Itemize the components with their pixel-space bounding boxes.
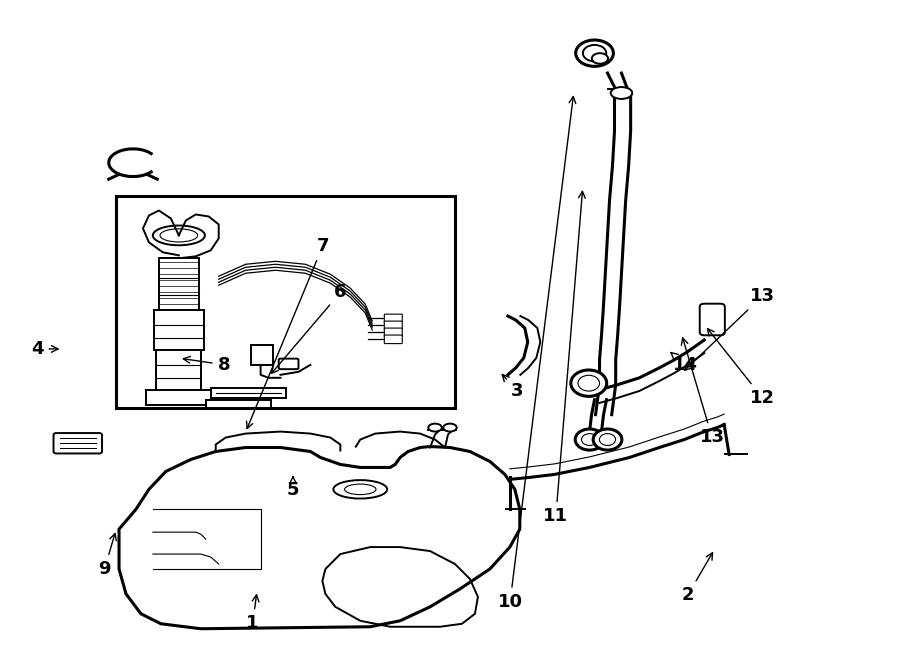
Text: 6: 6 <box>272 284 346 373</box>
FancyBboxPatch shape <box>699 303 725 335</box>
Text: 7: 7 <box>247 237 328 428</box>
Text: 5: 5 <box>287 477 299 499</box>
Ellipse shape <box>576 40 614 66</box>
Circle shape <box>578 375 599 391</box>
Ellipse shape <box>428 424 442 432</box>
Ellipse shape <box>592 53 608 63</box>
Text: 2: 2 <box>681 553 713 604</box>
PathPatch shape <box>159 258 199 310</box>
PathPatch shape <box>146 390 211 405</box>
PathPatch shape <box>119 447 520 629</box>
Circle shape <box>599 434 616 446</box>
Circle shape <box>581 434 598 446</box>
FancyBboxPatch shape <box>384 335 402 344</box>
Text: 3: 3 <box>502 375 524 400</box>
Ellipse shape <box>160 229 198 242</box>
PathPatch shape <box>156 350 201 390</box>
Text: 13: 13 <box>685 288 775 370</box>
Bar <box>116 196 455 408</box>
Text: 11: 11 <box>544 191 585 525</box>
PathPatch shape <box>250 345 273 365</box>
Ellipse shape <box>153 225 205 245</box>
PathPatch shape <box>154 310 203 350</box>
Text: 10: 10 <box>498 97 576 611</box>
Text: 14: 14 <box>670 352 698 373</box>
FancyBboxPatch shape <box>279 359 299 369</box>
Ellipse shape <box>611 87 632 99</box>
Text: 8: 8 <box>184 356 230 373</box>
Text: 4: 4 <box>31 340 58 358</box>
PathPatch shape <box>211 388 285 398</box>
Circle shape <box>575 429 604 450</box>
PathPatch shape <box>206 400 271 408</box>
Text: 12: 12 <box>707 329 775 407</box>
Text: 13: 13 <box>681 338 724 446</box>
Circle shape <box>571 370 607 397</box>
Ellipse shape <box>583 45 607 61</box>
Text: 9: 9 <box>98 533 116 578</box>
Circle shape <box>593 429 622 450</box>
Text: 1: 1 <box>247 595 259 633</box>
Ellipse shape <box>345 484 376 494</box>
FancyBboxPatch shape <box>53 433 102 453</box>
FancyBboxPatch shape <box>384 321 402 330</box>
FancyBboxPatch shape <box>384 328 402 336</box>
FancyBboxPatch shape <box>384 314 402 323</box>
Ellipse shape <box>444 424 456 432</box>
Ellipse shape <box>333 480 387 498</box>
